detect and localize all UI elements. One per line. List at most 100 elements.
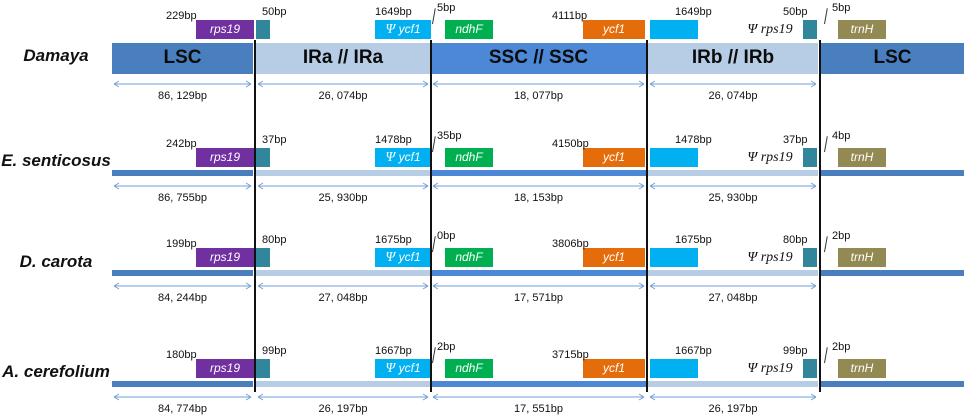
ndhF-bp-label: 5bp bbox=[437, 2, 456, 14]
ira-bar bbox=[256, 270, 430, 276]
rps19-ira-stub bbox=[256, 248, 270, 267]
irb-end-bp-label: 80bp bbox=[783, 234, 808, 246]
irb-length: 26, 197bp bbox=[708, 403, 758, 415]
ira-start-bp-label: 50bp bbox=[262, 6, 287, 18]
ira-length-arrow-line bbox=[257, 182, 429, 190]
lsc-length-arrow bbox=[113, 80, 252, 88]
ndhF-tick bbox=[432, 8, 436, 25]
rps19-left-gene: rps19 bbox=[196, 248, 254, 267]
lsc-right-bar bbox=[821, 170, 964, 176]
ndhF-gene: ndhF bbox=[445, 148, 493, 167]
ira-start-bp-label: 99bp bbox=[262, 345, 287, 357]
lsc-right-bar bbox=[821, 270, 964, 276]
lsc-length-arrow-line bbox=[113, 80, 252, 88]
psi-symbol: Ψ bbox=[385, 361, 396, 376]
psi-symbol: Ψ bbox=[747, 250, 758, 265]
irb-length-arrow-line bbox=[649, 182, 817, 190]
irb-ycf1-bp-label: 1649bp bbox=[675, 6, 712, 18]
ssc-length: 18, 077bp bbox=[514, 90, 563, 102]
lsc-length-arrow bbox=[113, 393, 252, 401]
lsc-length-arrow-line bbox=[113, 182, 252, 190]
psi-rps19-gene: Ψ rps19 bbox=[738, 248, 802, 267]
trnH-gene: trnH bbox=[838, 359, 886, 378]
psi-symbol: Ψ bbox=[747, 22, 758, 37]
trnH-bp-label: 4bp bbox=[832, 130, 851, 142]
psi-rps19-name: rps19 bbox=[760, 150, 793, 165]
rps19-bp-label: 229bp bbox=[166, 10, 197, 22]
ycf1-gene: ycf1 bbox=[583, 359, 645, 378]
ira-length: 27, 048bp bbox=[318, 292, 368, 304]
irb-bar bbox=[648, 270, 818, 276]
ndhF-gene: ndhF bbox=[445, 248, 493, 267]
lsc-length-arrow bbox=[113, 182, 252, 190]
ndhF-bp-label: 35bp bbox=[437, 130, 462, 142]
psi-ycf1-name: ycf1 bbox=[398, 22, 421, 36]
lsc-length: 84, 244bp bbox=[158, 292, 207, 304]
ssc-length-arrow bbox=[432, 393, 645, 401]
psi-symbol: Ψ bbox=[385, 22, 396, 37]
ssc-length-arrow-line bbox=[432, 182, 645, 190]
rps19-irb-stub bbox=[803, 20, 817, 39]
rps19-bp-label: 180bp bbox=[166, 349, 197, 361]
lsc-left-bar bbox=[112, 43, 253, 74]
ssc-bar bbox=[431, 170, 646, 176]
trnH-bp-label: 2bp bbox=[832, 230, 851, 242]
junction-line-0 bbox=[254, 40, 256, 392]
trnH-bp-label: 2bp bbox=[832, 341, 851, 353]
irb-length-arrow bbox=[649, 282, 817, 290]
lsc-right-bar bbox=[821, 43, 964, 74]
junction-line-3 bbox=[819, 40, 821, 392]
irb-length-arrow bbox=[649, 80, 817, 88]
psi-ycf1-bp-label: 1478bp bbox=[375, 134, 412, 146]
lsc-left-bar bbox=[112, 381, 253, 387]
psi-ycf1-name: ycf1 bbox=[398, 250, 421, 264]
irb-length-arrow-line bbox=[649, 393, 817, 401]
ndhF-gene: ndhF bbox=[445, 359, 493, 378]
irb-end-bp-label: 99bp bbox=[783, 345, 808, 357]
ira-length-arrow-line bbox=[257, 80, 429, 88]
irb-bar bbox=[648, 381, 818, 387]
species-label: A. cerefolium bbox=[2, 362, 110, 381]
ndhF-bp-label: 0bp bbox=[437, 230, 456, 242]
ycf1-bp-label: 3715bp bbox=[552, 349, 589, 361]
psi-ycf1-name: ycf1 bbox=[398, 361, 421, 375]
irb-bar bbox=[648, 170, 818, 176]
ira-length-arrow bbox=[257, 282, 429, 290]
psi-symbol: Ψ bbox=[385, 250, 396, 265]
psi-ycf1-gene: Ψ ycf1 bbox=[375, 148, 431, 167]
ndhF-gene: ndhF bbox=[445, 20, 493, 39]
psi-rps19-name: rps19 bbox=[760, 361, 793, 376]
lsc-length-arrow bbox=[113, 282, 252, 290]
ssc-bar bbox=[431, 43, 646, 74]
ira-length: 26, 197bp bbox=[318, 403, 368, 415]
ira-start-bp-label: 37bp bbox=[262, 134, 287, 146]
region-label-2: SSC // SSC bbox=[488, 47, 589, 68]
irb-length: 26, 074bp bbox=[708, 90, 758, 102]
irb-length-arrow bbox=[649, 393, 817, 401]
trnH-gene: trnH bbox=[838, 148, 886, 167]
rps19-ira-stub bbox=[256, 148, 270, 167]
lsc-length: 84, 774bp bbox=[158, 403, 207, 415]
rps19-left-gene: rps19 bbox=[196, 148, 254, 167]
psi-ycf1-bp-label: 1675bp bbox=[375, 234, 412, 246]
rps19-left-gene: rps19 bbox=[196, 359, 254, 378]
ssc-length-arrow bbox=[432, 80, 645, 88]
ssc-bar bbox=[431, 381, 646, 387]
psi-ycf1-gene: Ψ ycf1 bbox=[375, 248, 431, 267]
trnH-tick bbox=[824, 136, 828, 153]
psi-rps19-gene: Ψ rps19 bbox=[738, 148, 802, 167]
species-label: Damaya bbox=[23, 46, 89, 65]
trnH-tick bbox=[824, 8, 828, 25]
ycf1-gene: ycf1 bbox=[583, 248, 645, 267]
ndhF-tick bbox=[432, 236, 436, 253]
psi-ycf1-gene: Ψ ycf1 bbox=[375, 20, 431, 39]
rps19-ira-stub bbox=[256, 359, 270, 378]
trnH-tick bbox=[824, 347, 828, 364]
ira-bar bbox=[256, 43, 430, 74]
irb-bar bbox=[648, 43, 818, 74]
ira-length-arrow bbox=[257, 182, 429, 190]
psi-rps19-gene: Ψ rps19 bbox=[738, 20, 802, 39]
ira-length-arrow bbox=[257, 80, 429, 88]
rps19-left-gene: rps19 bbox=[196, 20, 254, 39]
junction-line-2 bbox=[646, 40, 648, 392]
